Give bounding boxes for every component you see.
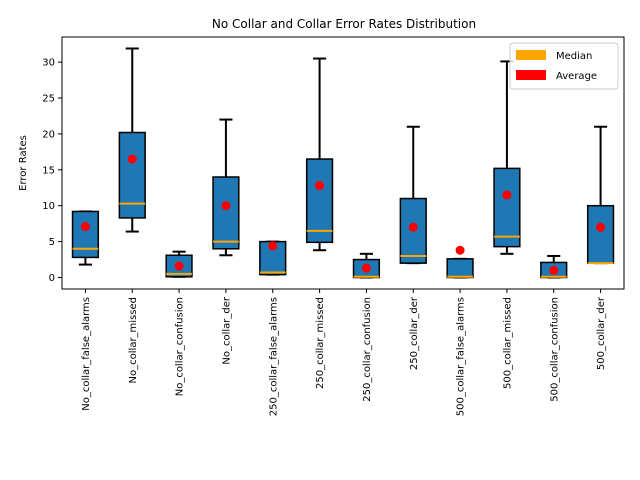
box-group — [71, 210, 100, 266]
mean-marker — [80, 222, 90, 232]
x-tick-label: 500_collar_missed — [502, 297, 513, 389]
mean-marker — [315, 181, 325, 191]
box — [212, 176, 240, 250]
mean-marker — [408, 222, 418, 232]
x-tick-label: 250_collar_missed — [315, 297, 326, 389]
y-tick-label: 5 — [49, 237, 55, 248]
mean-marker — [221, 201, 231, 211]
mean-marker — [596, 222, 606, 232]
y-axis-label: Error Rates — [18, 135, 29, 191]
mean-marker — [549, 265, 559, 275]
y-tick-label: 20 — [42, 129, 55, 140]
x-tick-label: 250_collar_false_alarms — [268, 297, 279, 416]
box-group — [446, 245, 474, 279]
mean-marker — [174, 261, 184, 271]
box — [71, 210, 100, 259]
box-group — [586, 125, 615, 265]
box — [493, 167, 521, 248]
box-group — [540, 254, 568, 279]
box-group — [352, 252, 381, 279]
box — [586, 204, 615, 264]
x-tick-label: 500_collar_confusion — [549, 297, 560, 402]
box-group — [165, 250, 193, 278]
y-tick-label: 30 — [42, 58, 55, 69]
box — [446, 258, 474, 279]
mean-marker — [268, 241, 278, 251]
legend-label: Median — [556, 51, 592, 62]
axes-frame — [61, 36, 625, 290]
mean-marker — [455, 245, 465, 255]
box-group — [118, 47, 146, 233]
box-group — [399, 125, 427, 265]
mean-marker — [502, 190, 512, 200]
x-tick-label: 250_collar_der — [409, 296, 420, 370]
chart-title: No Collar and Collar Error Rates Distrib… — [212, 17, 476, 31]
x-tick-label: No_collar_confusion — [175, 297, 186, 396]
y-tick-label: 0 — [49, 273, 55, 284]
mean-marker — [127, 154, 137, 164]
x-tick-label: No_collar_missed — [128, 297, 139, 383]
plot-area: 0 5 10 15 20 25 30 No_collar_false_alarms No_col… — [42, 36, 625, 416]
x-tick-label: No_collar_false_alarms — [81, 297, 92, 411]
x-tick-label: 500_collar_der — [596, 296, 607, 370]
legend-label: Average — [556, 71, 597, 82]
y-tick-label: 10 — [42, 201, 55, 212]
box-group — [305, 57, 334, 252]
legend-frame — [509, 42, 619, 90]
mean-marker — [361, 263, 371, 273]
x-tick-label: No_collar_der — [221, 296, 232, 365]
box-group — [493, 60, 521, 255]
legend-swatch — [516, 70, 546, 80]
legend-swatch — [516, 50, 546, 60]
box — [305, 158, 334, 244]
box-group — [259, 240, 287, 276]
x-tick-label: 250_collar_confusion — [362, 297, 373, 402]
legend: Median Average — [509, 42, 619, 90]
y-tick-label: 25 — [42, 94, 55, 105]
box — [118, 131, 146, 219]
box-group — [212, 118, 240, 257]
x-tick-label: 500_collar_false_alarms — [456, 297, 467, 416]
y-tick-label: 15 — [42, 165, 55, 176]
